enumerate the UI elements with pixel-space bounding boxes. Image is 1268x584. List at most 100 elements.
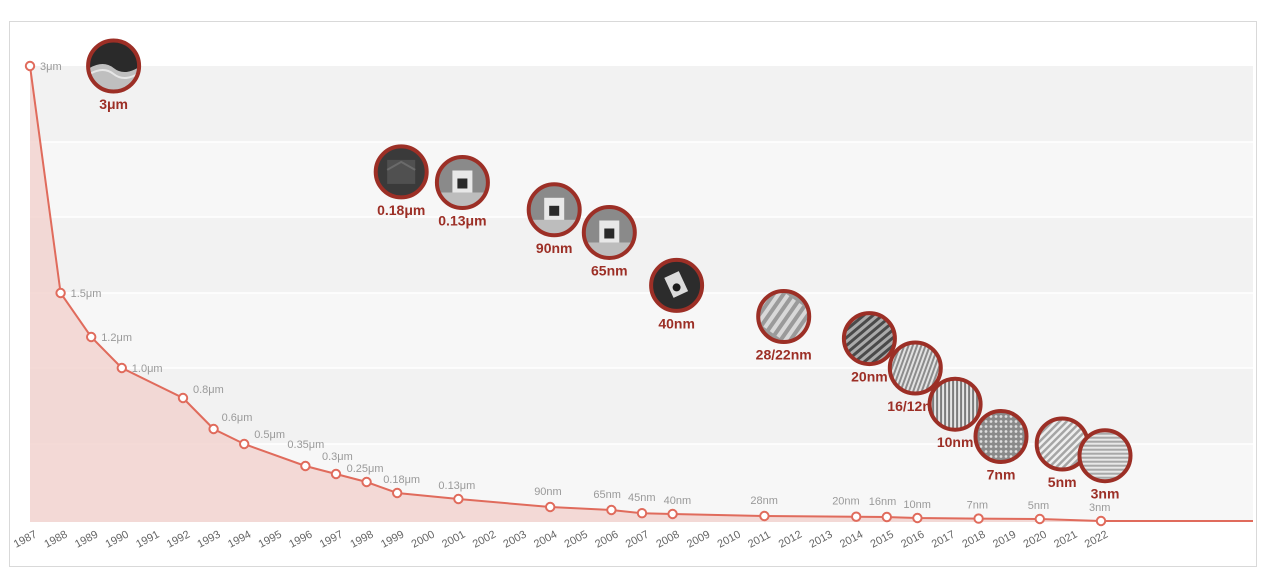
point-label: 1.5μm	[71, 288, 102, 300]
node-ring	[887, 340, 943, 396]
data-point	[1095, 515, 1107, 527]
process-node: 20nm	[841, 311, 897, 385]
process-node: 0.13μm	[434, 155, 490, 229]
x-tick-label: 2006	[593, 529, 620, 551]
point-label: 0.13μm	[438, 480, 475, 492]
process-node: 28/22nm	[756, 289, 812, 363]
node-label: 7nm	[987, 467, 1016, 483]
data-point	[973, 513, 984, 524]
point-label: 7nm	[967, 500, 988, 512]
node-ring	[86, 38, 142, 94]
process-node: 0.18μm	[373, 144, 429, 218]
grid-band	[30, 293, 1253, 368]
process-node: 3μm	[86, 38, 142, 112]
data-point	[912, 512, 923, 524]
node-ring	[1077, 428, 1133, 484]
process-node: 90nm	[526, 182, 582, 256]
node-ring	[526, 182, 582, 238]
node-label: 0.18μm	[377, 202, 425, 218]
sem-image	[89, 42, 138, 90]
node-label: 90nm	[536, 240, 573, 256]
point-label: 10nm	[903, 499, 931, 511]
x-tick-label: 2019	[991, 529, 1018, 551]
x-tick-label: 1990	[104, 529, 131, 551]
x-tick-label: 1999	[379, 529, 406, 551]
x-tick-label: 2008	[654, 529, 681, 551]
x-tick-label: 1997	[318, 529, 345, 551]
x-tick-label: 1989	[73, 529, 100, 551]
x-tick-label: 1993	[195, 529, 222, 551]
data-point	[667, 508, 678, 520]
process-node: 16/12nm	[887, 340, 943, 414]
x-tick-label: 1995	[257, 529, 284, 551]
process-node: 7nm	[973, 409, 1029, 483]
node-label: 40nm	[658, 315, 695, 331]
x-tick-label: 2018	[960, 529, 987, 551]
sem-image	[1081, 431, 1129, 480]
data-point	[24, 60, 36, 72]
sem-image	[652, 261, 701, 310]
grid-band	[30, 142, 1253, 217]
data-point	[116, 362, 128, 374]
point-label: 28nm	[750, 495, 778, 507]
data-point	[545, 501, 556, 513]
data-point	[881, 511, 892, 523]
point-label: 45nm	[628, 492, 656, 504]
point-label: 1.2μm	[101, 332, 132, 344]
node-label: 3μm	[99, 96, 128, 112]
point-label: 0.18μm	[383, 474, 420, 486]
node-label: 3nm	[1091, 486, 1120, 502]
x-tick-label: 1996	[287, 529, 314, 551]
point-label: 1.0μm	[132, 363, 163, 375]
point-label: 0.25μm	[347, 463, 384, 475]
data-point	[239, 438, 250, 450]
x-tick-label: 1991	[134, 529, 161, 551]
node-ring	[373, 144, 429, 200]
point-label: 0.35μm	[287, 439, 324, 451]
sem-image	[530, 185, 579, 234]
sem-image	[931, 380, 980, 429]
process-nodes: 3μm 0.18μm 0.13μm 90nm 65nm 40nm 28/22nm 20nm16…	[86, 38, 1133, 502]
node-ring	[434, 155, 490, 210]
data-point	[361, 476, 372, 488]
x-tick-label: 2022	[1083, 529, 1110, 551]
point-label: 90nm	[534, 486, 562, 498]
point-label: 0.3μm	[322, 451, 353, 463]
x-tick-label: 2017	[930, 529, 957, 551]
node-label: 10nm	[937, 434, 974, 450]
x-tick-label: 2005	[563, 529, 590, 551]
node-ring	[973, 409, 1029, 464]
node-label: 20nm	[851, 369, 888, 385]
process-node: 40nm	[649, 257, 705, 331]
data-point	[55, 287, 66, 299]
grid-bands	[30, 66, 1253, 522]
x-tick-label: 2012	[777, 529, 804, 551]
x-axis-ticks: 1987 1988 1989 1990 1991 1992 1993 1994 1995 1996…	[12, 529, 1110, 551]
point-label: 3nm	[1089, 502, 1110, 514]
process-node: 65nm	[581, 205, 637, 279]
node-label: 65nm	[591, 263, 628, 279]
x-tick-label: 2003	[501, 529, 528, 551]
data-point	[759, 510, 770, 522]
node-ring	[581, 205, 637, 260]
x-tick-label: 2004	[532, 529, 559, 551]
point-labels: 3μm1.5μm1.2μm1.0μm0.8μm0.6μm0.5μm0.35μm0…	[40, 61, 1110, 514]
data-point	[208, 423, 219, 435]
x-tick-label: 1987	[12, 529, 39, 551]
x-tick-label: 2009	[685, 529, 712, 551]
node-ring	[927, 376, 983, 432]
node-label: 0.13μm	[438, 213, 486, 229]
data-point	[330, 468, 342, 480]
series-line	[29, 65, 1253, 522]
point-label: 40nm	[664, 495, 692, 507]
process-node: 3nm	[1077, 428, 1133, 502]
x-tick-label: 2021	[1052, 529, 1079, 551]
x-tick-label: 2010	[716, 529, 743, 551]
x-tick-label: 2015	[869, 529, 896, 551]
data-point	[851, 511, 862, 522]
data-point	[636, 508, 648, 519]
x-tick-label: 1994	[226, 529, 253, 551]
point-label: 0.5μm	[254, 429, 285, 441]
point-label: 16nm	[869, 496, 897, 508]
